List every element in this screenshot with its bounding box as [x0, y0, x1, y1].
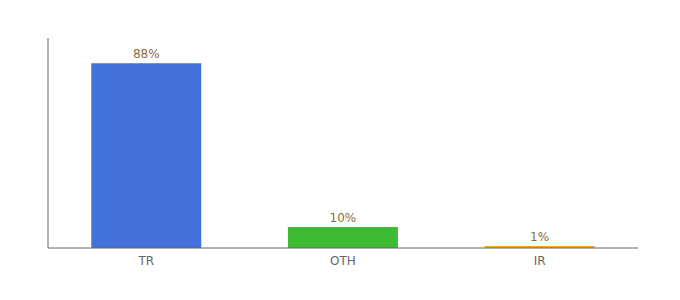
svg-text:TR: TR: [137, 254, 154, 268]
svg-text:88%: 88%: [133, 47, 160, 61]
svg-text:1%: 1%: [530, 230, 549, 244]
svg-text:10%: 10%: [330, 211, 357, 225]
svg-text:IR: IR: [534, 254, 546, 268]
svg-text:OTH: OTH: [330, 254, 356, 268]
